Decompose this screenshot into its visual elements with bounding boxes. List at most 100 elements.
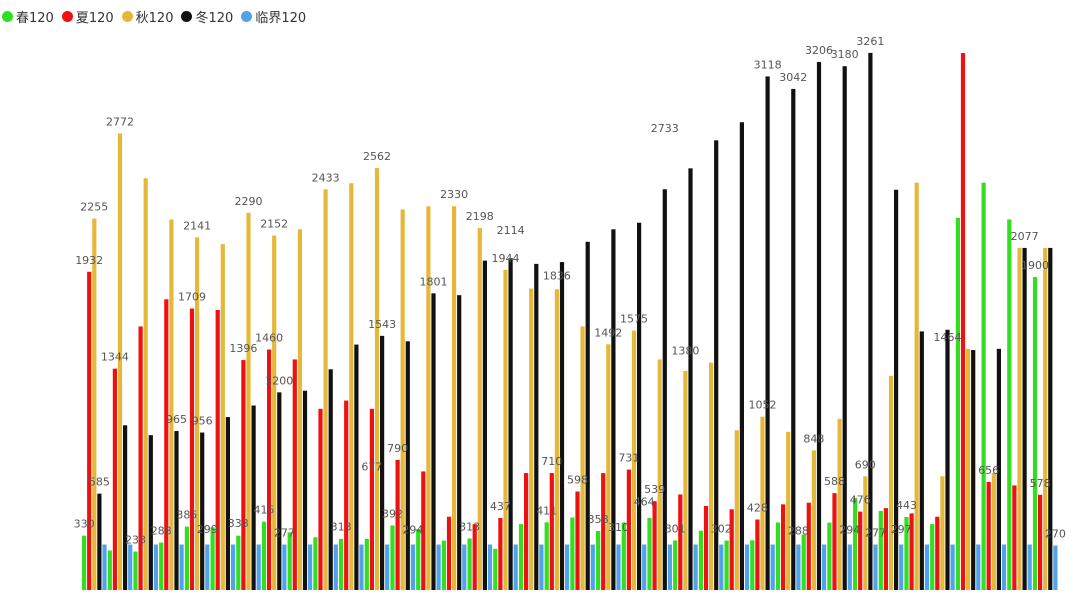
bar-s5-g6[interactable]	[230, 544, 236, 590]
bar-s1-g1[interactable]	[82, 535, 87, 590]
bar-s1-g35[interactable]	[955, 217, 960, 590]
bar-s4-g2[interactable]	[123, 425, 128, 590]
bar-s5-g26[interactable]	[744, 544, 750, 590]
bar-s1-g23[interactable]	[647, 517, 652, 590]
bar-s3-g5[interactable]	[195, 237, 200, 591]
bar-s4-g38[interactable]	[1048, 247, 1053, 590]
bar-s3-g1[interactable]	[92, 218, 97, 590]
bar-s1-g18[interactable]	[518, 524, 524, 590]
bar-s3-g37[interactable]	[1017, 247, 1022, 590]
bar-s5-g15[interactable]	[462, 544, 467, 590]
bar-s3-g14[interactable]	[426, 206, 431, 591]
legend-item-1[interactable]: 春120	[2, 7, 54, 26]
bar-s5-g5[interactable]	[205, 544, 210, 590]
bar-s1-g9[interactable]	[287, 532, 292, 590]
bar-s1-g36[interactable]	[981, 182, 986, 590]
bar-s1-g12[interactable]	[364, 538, 369, 590]
bar-s3-g30[interactable]	[837, 418, 842, 590]
bar-s5-g13[interactable]	[410, 544, 415, 590]
bar-s4-g8[interactable]	[277, 392, 282, 590]
bar-s1-g11[interactable]	[339, 538, 344, 590]
bar-s2-g9[interactable]	[292, 359, 297, 590]
bar-s1-g33[interactable]	[904, 517, 909, 590]
bar-s5-g34[interactable]	[950, 544, 955, 590]
bar-s3-g17[interactable]	[503, 269, 508, 590]
bar-s5-g27[interactable]	[770, 544, 775, 590]
bar-s4-g18[interactable]	[534, 263, 539, 590]
bar-s5-g1[interactable]	[102, 544, 107, 590]
bar-s4-g10[interactable]	[328, 369, 333, 590]
bar-s4-g13[interactable]	[405, 341, 410, 590]
bar-s1-g25[interactable]	[698, 530, 703, 590]
bar-s3-g2[interactable]	[117, 133, 123, 590]
bar-s4-g12[interactable]	[380, 335, 385, 590]
bar-s1-g22[interactable]	[621, 522, 626, 590]
bar-s1-g21[interactable]	[596, 531, 601, 590]
bar-s4-g29[interactable]	[816, 61, 822, 590]
bar-s3-g36[interactable]	[991, 473, 996, 590]
bar-s2-g18[interactable]	[524, 473, 529, 590]
bar-s3-g22[interactable]	[631, 330, 637, 590]
bar-s5-g8[interactable]	[282, 544, 287, 590]
bar-s5-g37[interactable]	[1027, 544, 1032, 590]
bar-s1-g5[interactable]	[184, 526, 189, 590]
bar-s3-g38[interactable]	[1043, 247, 1048, 590]
bar-s4-g16[interactable]	[482, 260, 487, 590]
bar-s5-g32[interactable]	[899, 544, 904, 590]
bar-s2-g12[interactable]	[369, 408, 374, 590]
bar-s3-g24[interactable]	[683, 370, 688, 590]
bar-s5-g2[interactable]	[128, 544, 133, 590]
bar-s4-g22[interactable]	[637, 222, 642, 590]
bar-s2-g16[interactable]	[472, 524, 477, 590]
bar-s2-g7[interactable]	[241, 360, 246, 590]
bar-s2-g6[interactable]	[215, 310, 220, 590]
bar-s5-g25[interactable]	[719, 544, 724, 590]
bar-s4-g9[interactable]	[302, 390, 308, 590]
bar-s3-g20[interactable]	[580, 326, 585, 590]
bar-s2-g33[interactable]	[909, 513, 914, 590]
bar-s4-g36[interactable]	[996, 348, 1001, 590]
bar-s3-g27[interactable]	[760, 416, 765, 590]
bar-s3-g10[interactable]	[323, 189, 328, 590]
bar-s1-g2[interactable]	[107, 550, 112, 590]
bar-s2-g37[interactable]	[1012, 485, 1017, 590]
bar-s5-g12[interactable]	[385, 544, 390, 590]
bar-s1-g29[interactable]	[801, 534, 806, 590]
bar-s5-g29[interactable]	[822, 544, 827, 590]
bar-s5-g11[interactable]	[359, 544, 364, 590]
bar-s3-g34[interactable]	[940, 476, 945, 590]
bar-s3-g25[interactable]	[709, 362, 714, 590]
bar-s4-g4[interactable]	[174, 431, 179, 590]
bar-s1-g31[interactable]	[853, 497, 858, 590]
bar-s1-g19[interactable]	[544, 522, 549, 590]
bar-s4-g17[interactable]	[508, 258, 513, 590]
bar-s3-g31[interactable]	[863, 476, 868, 590]
bar-s5-g20[interactable]	[590, 544, 595, 590]
bar-s4-g33[interactable]	[919, 331, 924, 590]
bar-s3-g18[interactable]	[529, 288, 534, 590]
bar-s5-g36[interactable]	[1001, 544, 1007, 590]
bar-s1-g20[interactable]	[570, 517, 575, 590]
bar-s2-g19[interactable]	[549, 473, 554, 590]
bar-s5-g33[interactable]	[924, 544, 929, 590]
bar-s4-g28[interactable]	[791, 88, 796, 591]
bar-s4-g5[interactable]	[200, 432, 205, 590]
bar-s2-g35[interactable]	[960, 53, 966, 591]
bar-s1-g4[interactable]	[159, 542, 164, 590]
bar-s2-g11[interactable]	[344, 400, 349, 590]
bar-s4-g14[interactable]	[431, 293, 436, 590]
bar-s4-g15[interactable]	[457, 295, 462, 590]
bar-s4-g3[interactable]	[148, 435, 153, 590]
bar-s1-g10[interactable]	[313, 537, 318, 590]
bar-s2-g25[interactable]	[703, 506, 709, 590]
bar-s5-g18[interactable]	[539, 544, 544, 590]
legend-item-4[interactable]: 冬120	[181, 7, 233, 26]
bar-s2-g24[interactable]	[678, 494, 683, 590]
bar-s3-g19[interactable]	[554, 289, 559, 590]
bar-s4-g20[interactable]	[585, 241, 590, 590]
bar-s4-g31[interactable]	[868, 52, 873, 590]
bar-s4-g37[interactable]	[1022, 247, 1027, 590]
bar-s2-g10[interactable]	[318, 408, 323, 590]
bar-s2-g29[interactable]	[806, 502, 811, 590]
bar-s3-g11[interactable]	[349, 183, 354, 590]
